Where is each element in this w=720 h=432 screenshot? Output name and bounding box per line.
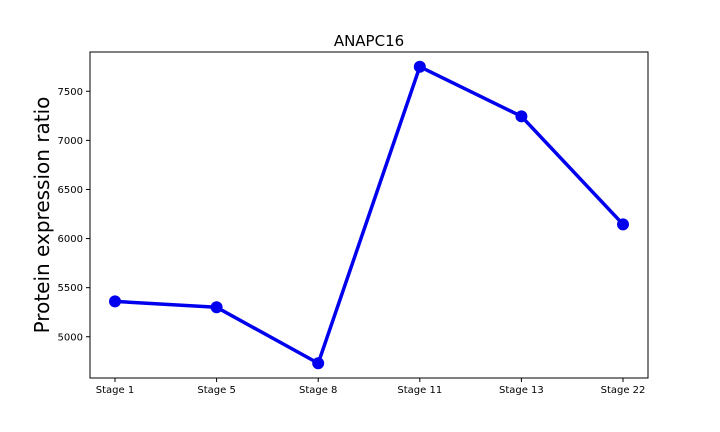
series-line bbox=[113, 64, 625, 366]
y-tick-label: 7000 bbox=[58, 136, 83, 147]
y-axis: 5000 5500 6000 6500 7000 7500 bbox=[58, 87, 90, 343]
data-point bbox=[312, 357, 325, 370]
data-point bbox=[109, 295, 121, 308]
x-tick-label: Stage 11 bbox=[397, 385, 442, 396]
series-group bbox=[109, 60, 629, 370]
x-tick-label: Stage 13 bbox=[499, 385, 544, 396]
x-tick-label: Stage 22 bbox=[601, 385, 646, 396]
data-point bbox=[617, 218, 629, 231]
data-point bbox=[210, 301, 223, 314]
data-point bbox=[515, 110, 528, 123]
y-tick-label: 6000 bbox=[58, 234, 83, 245]
y-tick-label: 6500 bbox=[58, 185, 83, 196]
y-tick-label: 5500 bbox=[58, 283, 83, 294]
x-tick-label: Stage 8 bbox=[299, 385, 337, 396]
y-tick-label: 5000 bbox=[58, 332, 83, 343]
plot-frame bbox=[89, 51, 649, 379]
y-tick-label: 7500 bbox=[58, 87, 83, 98]
chart-title: ANAPC16 bbox=[334, 32, 404, 50]
y-axis-label: Protein expression ratio bbox=[30, 97, 54, 334]
x-tick-label: Stage 5 bbox=[197, 385, 235, 396]
data-point bbox=[413, 60, 426, 73]
x-axis: Stage 1 Stage 5 Stage 8 Stage 11 Stage 13 Sta… bbox=[96, 378, 646, 396]
x-tick-label: Stage 1 bbox=[96, 385, 134, 396]
